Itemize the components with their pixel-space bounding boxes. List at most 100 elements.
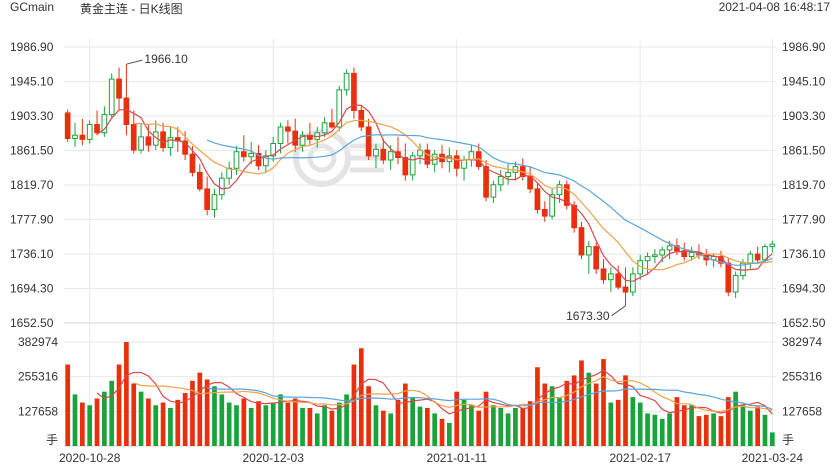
price-axis-label-left: 1777.90 bbox=[10, 213, 54, 227]
volume-bar bbox=[351, 364, 357, 446]
candle-body bbox=[387, 151, 394, 161]
price-axis-label-left: 1861.50 bbox=[10, 144, 54, 158]
volume-bar bbox=[160, 402, 166, 446]
ma20-line bbox=[206, 134, 773, 266]
candle-body bbox=[468, 151, 475, 161]
candle-body bbox=[321, 122, 328, 134]
candle-body bbox=[461, 159, 467, 169]
volume-bar bbox=[329, 410, 335, 446]
volume-bar bbox=[72, 394, 78, 446]
candle-body bbox=[497, 175, 504, 186]
price-axis-label-right: 1945.10 bbox=[782, 75, 826, 89]
volume-bar bbox=[762, 414, 768, 446]
volume-bar bbox=[278, 394, 283, 446]
volume-bar bbox=[439, 418, 445, 446]
price-axis-label-left: 1945.10 bbox=[10, 75, 54, 89]
volume-axis-label-left: 127658 bbox=[18, 404, 58, 418]
volume-bar bbox=[336, 402, 342, 446]
volume-bar bbox=[725, 397, 731, 446]
candle-body bbox=[607, 273, 614, 281]
candle-body bbox=[571, 204, 577, 229]
volume-axis-label-right: 127658 bbox=[782, 404, 822, 418]
volume-unit-left: 手 bbox=[46, 433, 58, 447]
volume-bar bbox=[94, 398, 100, 446]
date-axis-label: 2020-12-03 bbox=[243, 451, 305, 465]
volume-bar bbox=[476, 410, 482, 446]
volume-bar bbox=[615, 399, 621, 446]
candle-body bbox=[483, 166, 489, 198]
date-axis-label: 2020-10-28 bbox=[59, 451, 121, 465]
candle-body bbox=[226, 167, 233, 179]
volume-bar bbox=[131, 383, 137, 446]
volume-bar bbox=[248, 407, 254, 446]
volume-bar bbox=[505, 413, 511, 446]
volume-bar bbox=[674, 397, 680, 446]
volume-bar bbox=[234, 405, 239, 446]
volume-bar bbox=[80, 402, 85, 446]
candle-body bbox=[622, 286, 629, 293]
volume-bar bbox=[197, 372, 203, 446]
candle-body bbox=[417, 149, 423, 157]
volume-bar bbox=[314, 413, 320, 446]
candle-body bbox=[373, 148, 379, 157]
candle-body bbox=[299, 134, 306, 146]
volume-bar bbox=[175, 399, 181, 446]
candle-body bbox=[725, 262, 732, 293]
volume-bar bbox=[689, 405, 694, 446]
volume-bar bbox=[204, 379, 210, 446]
candle-body bbox=[101, 114, 108, 134]
volume-bar bbox=[87, 405, 93, 446]
high-marker-label: 1966.10 bbox=[144, 52, 188, 66]
timestamp: 2021-04-08 16:48:17 bbox=[718, 0, 830, 14]
volume-unit-right: 手 bbox=[782, 433, 794, 447]
candle-body bbox=[123, 97, 130, 126]
candle-body bbox=[578, 227, 585, 256]
volume-bar bbox=[292, 398, 298, 446]
volume-bar bbox=[124, 342, 129, 446]
low-marker-label: 1673.30 bbox=[566, 309, 610, 323]
volume-bar bbox=[190, 380, 195, 446]
volume-bar bbox=[527, 401, 533, 446]
volume-bar bbox=[491, 405, 496, 446]
volume-bar bbox=[138, 391, 144, 446]
candle-body bbox=[409, 155, 416, 176]
candle-body bbox=[130, 124, 137, 151]
volume-bar bbox=[263, 405, 269, 446]
volume-bar bbox=[102, 391, 107, 446]
candle-body bbox=[285, 126, 291, 132]
volume-bar bbox=[285, 402, 291, 446]
candle-body bbox=[549, 194, 555, 217]
date-axis-label: 2021-01-11 bbox=[426, 451, 487, 465]
volume-bar bbox=[733, 391, 738, 446]
volume-bar bbox=[769, 432, 775, 446]
candle-body bbox=[182, 140, 188, 155]
price-axis-label-left: 1694.30 bbox=[10, 282, 54, 296]
volume-bar bbox=[454, 391, 460, 446]
high-marker-line bbox=[126, 59, 143, 65]
volume-ma10-line bbox=[133, 375, 773, 413]
volume-axis-label-right: 382974 bbox=[782, 335, 822, 349]
candle-body bbox=[380, 148, 387, 161]
candle-body bbox=[615, 273, 622, 288]
candle-body bbox=[72, 134, 78, 140]
volume-bar bbox=[637, 402, 643, 446]
candle-body bbox=[329, 122, 335, 128]
candle-body bbox=[358, 109, 365, 128]
volume-bar bbox=[601, 359, 606, 446]
candle-body bbox=[145, 136, 152, 146]
candle-body bbox=[652, 254, 658, 258]
candle-body bbox=[505, 171, 511, 177]
candle-body bbox=[116, 78, 122, 99]
volume-bar bbox=[659, 418, 665, 446]
candle-body bbox=[138, 136, 144, 151]
candle-body bbox=[277, 126, 284, 144]
ma10-line bbox=[133, 119, 773, 271]
volume-bar bbox=[300, 407, 305, 446]
candle-body bbox=[94, 124, 100, 134]
candle-body bbox=[292, 130, 299, 146]
candle-body bbox=[732, 275, 739, 293]
price-axis-label-left: 1986.90 bbox=[10, 40, 54, 54]
volume-bar bbox=[740, 405, 746, 446]
volume-bar bbox=[402, 383, 408, 446]
volume-bar bbox=[307, 407, 313, 446]
